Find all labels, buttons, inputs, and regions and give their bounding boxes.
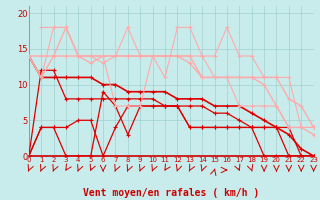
Text: Vent moyen/en rafales ( km/h ): Vent moyen/en rafales ( km/h ) xyxy=(83,188,259,198)
